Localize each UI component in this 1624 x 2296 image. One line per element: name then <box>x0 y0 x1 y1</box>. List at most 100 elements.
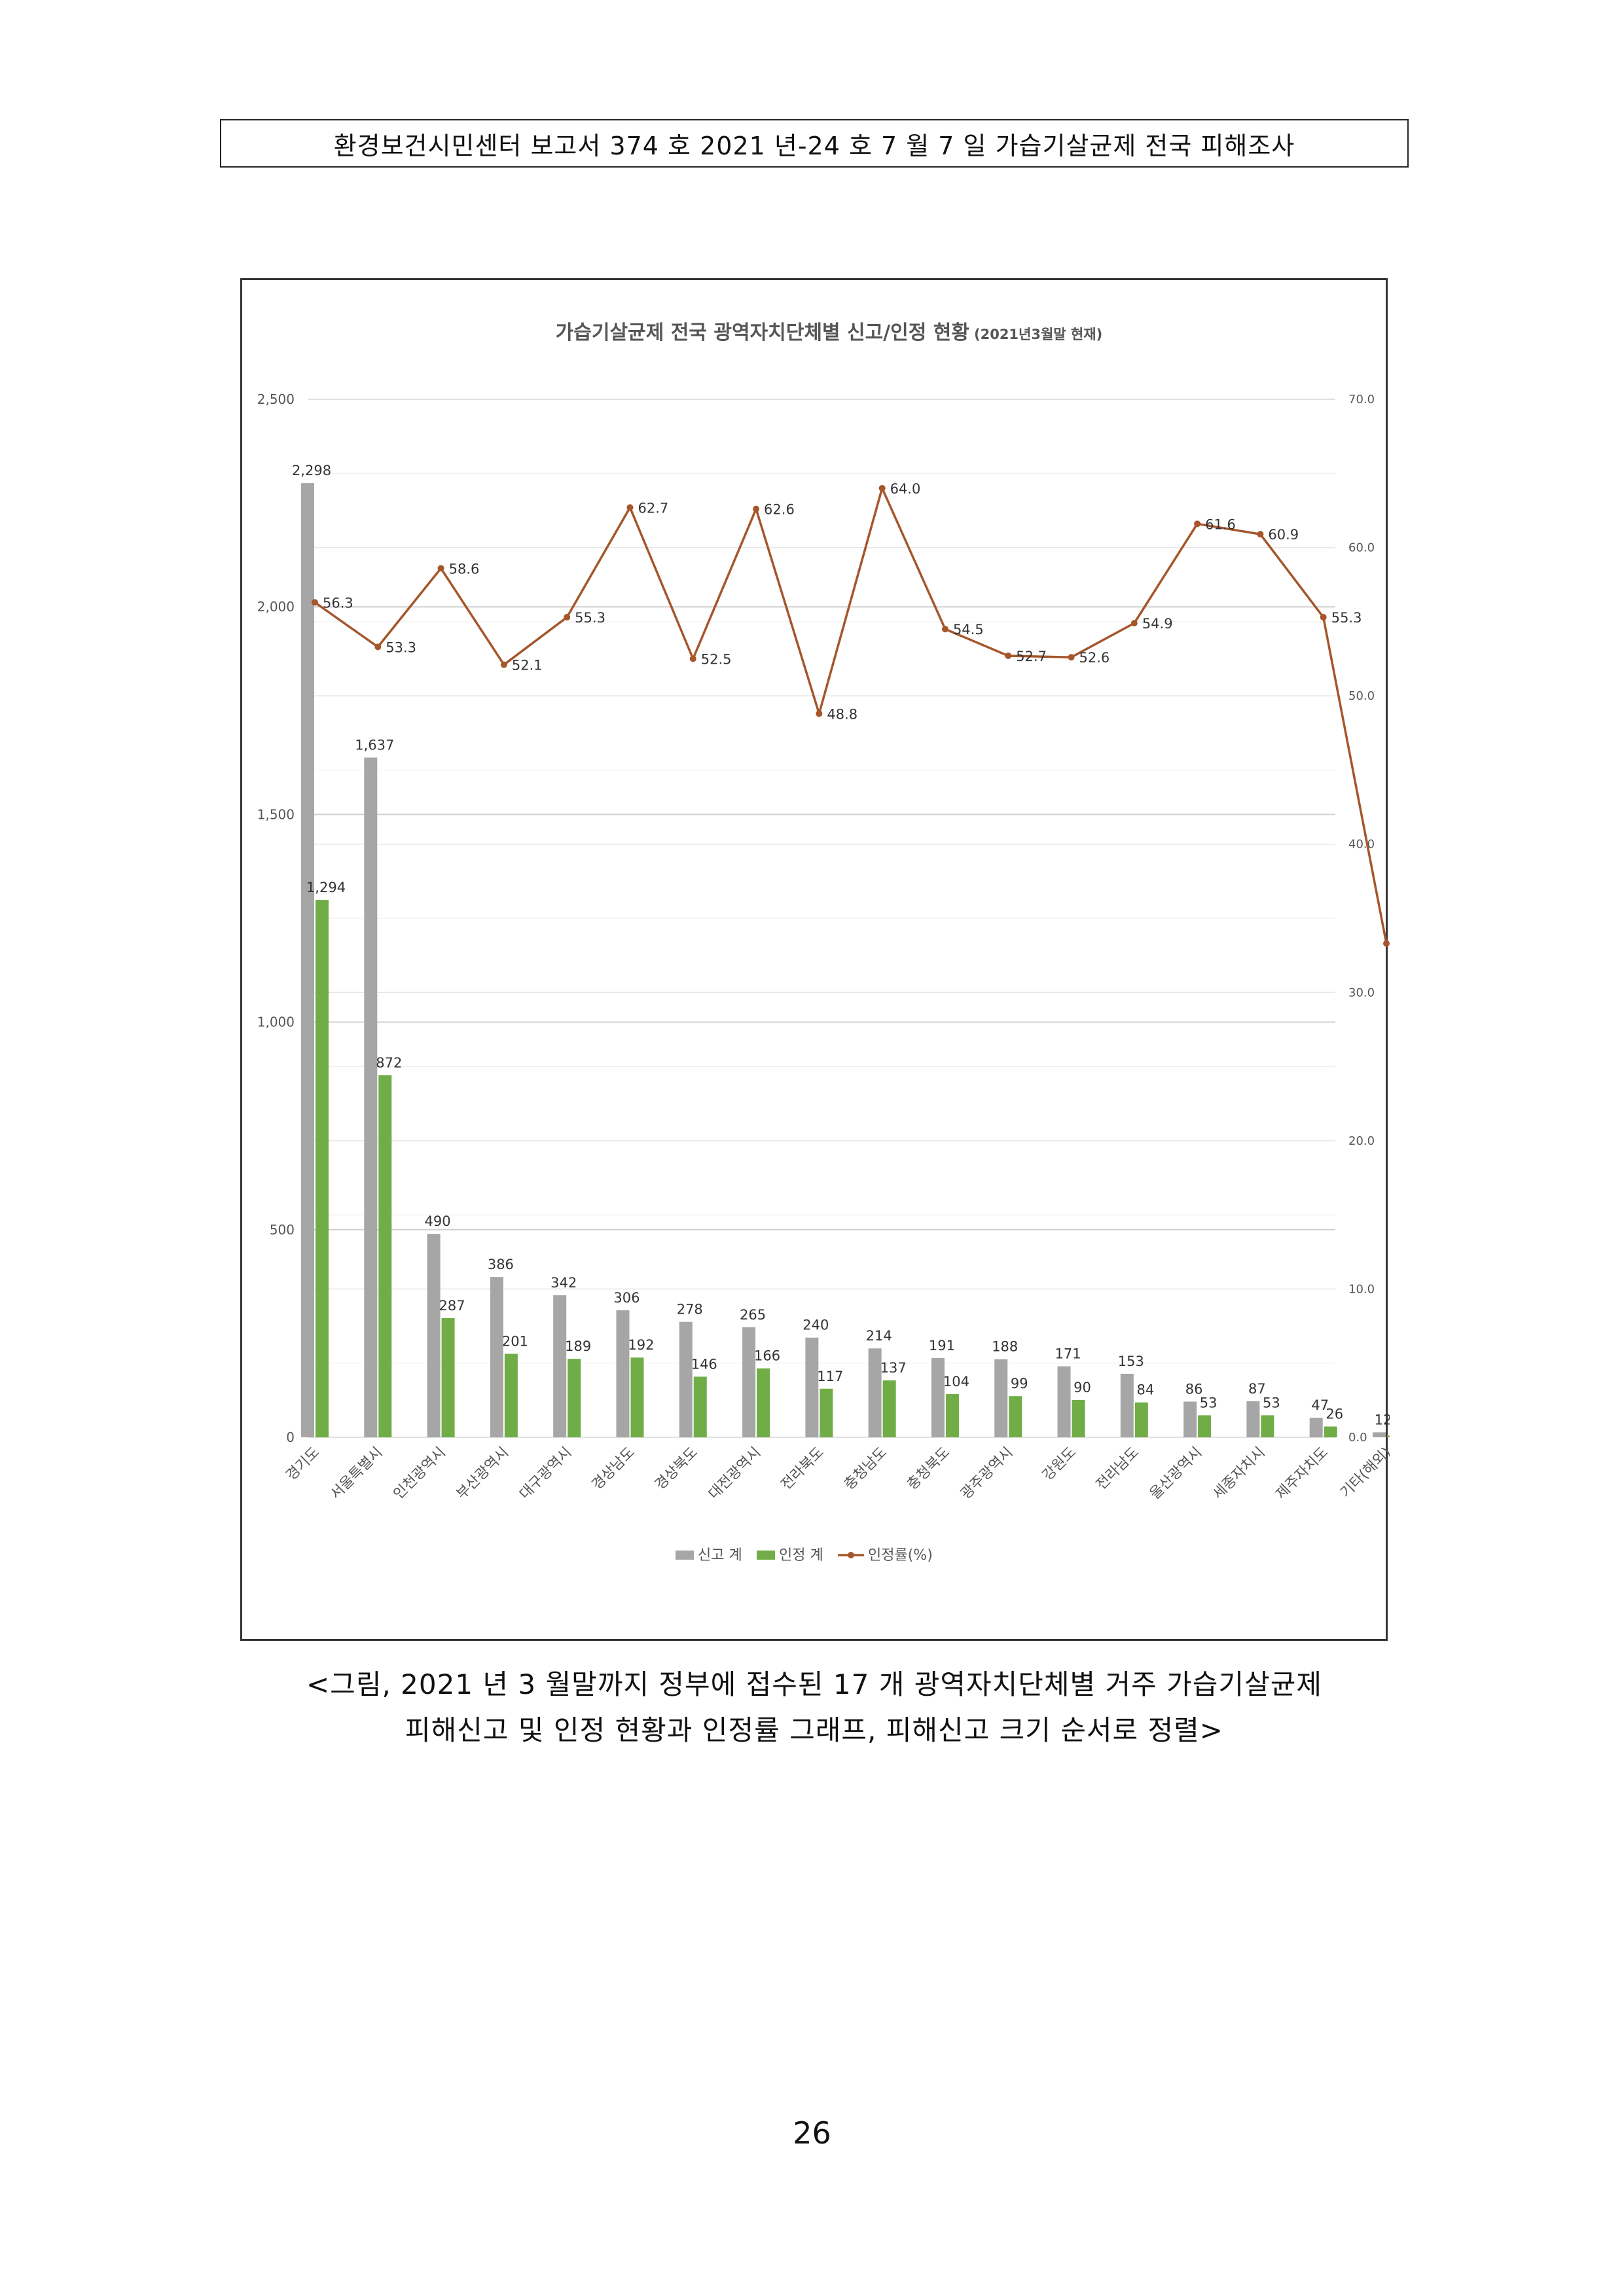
report-header: 환경보건시민센터 보고서 374 호 2021 년-24 호 7 월 7 일 가… <box>220 119 1409 168</box>
bar-report <box>553 1295 567 1437</box>
rate-point <box>1383 940 1390 947</box>
x-tick-label: 경상북도 <box>652 1444 701 1494</box>
chart-title: 가습기살균제 전국 광역자치단체별 신고/인정 현황 <box>556 321 969 344</box>
rate-label: 52.7 <box>1016 649 1047 664</box>
rate-label: 62.7 <box>638 500 668 516</box>
bar-label-certified: 84 <box>1136 1382 1154 1398</box>
y-right-tick-label: 0.0 <box>1348 1431 1367 1444</box>
y-left-tick-label: 2,500 <box>257 391 295 407</box>
bar-certified <box>1387 1435 1390 1437</box>
y-right-tick-label: 30.0 <box>1348 986 1375 999</box>
rate-point <box>753 505 760 512</box>
bar-label-report: 342 <box>550 1275 577 1291</box>
bar-report <box>301 483 314 1437</box>
bar-report <box>1120 1373 1134 1437</box>
bar-report <box>1373 1432 1386 1437</box>
bar-certified <box>1324 1426 1337 1437</box>
bar-label-report: 153 <box>1118 1354 1144 1369</box>
bar-report <box>994 1359 1008 1437</box>
bar-certified <box>504 1354 518 1437</box>
bar-label-report: 278 <box>677 1302 703 1318</box>
rate-point <box>626 504 634 511</box>
bar-certified <box>693 1376 707 1437</box>
bar-report <box>1309 1418 1323 1437</box>
bar-label-report: 87 <box>1248 1381 1266 1397</box>
x-tick-label: 울산광역시 <box>1147 1444 1205 1503</box>
bar-certified <box>882 1380 896 1437</box>
bar-report <box>616 1310 630 1437</box>
rate-point <box>1130 620 1138 627</box>
rate-point <box>312 599 318 606</box>
x-tick-label: 광주광역시 <box>958 1444 1016 1503</box>
bar-report <box>931 1357 945 1437</box>
bar-label-certified: 104 <box>943 1374 969 1390</box>
rate-label: 64.0 <box>890 481 921 497</box>
x-tick-label: 대구광역시 <box>516 1444 575 1503</box>
bar-report <box>742 1327 756 1437</box>
bar-report <box>868 1348 882 1437</box>
bar-label-report: 214 <box>866 1328 892 1344</box>
legend-label: 인정 계 <box>779 1547 823 1564</box>
bar-report <box>1246 1401 1260 1437</box>
bar-label-report: 386 <box>488 1257 514 1272</box>
bar-report <box>805 1337 819 1437</box>
x-tick-label: 서울특별시 <box>327 1444 386 1503</box>
rate-label: 60.9 <box>1268 527 1299 543</box>
bar-certified <box>1009 1396 1022 1437</box>
bar-certified <box>757 1368 770 1437</box>
legend-swatch <box>757 1551 775 1560</box>
bar-label-certified: 99 <box>1011 1376 1028 1391</box>
rate-label: 56.3 <box>323 595 353 611</box>
bar-certified <box>378 1075 392 1437</box>
rate-point <box>878 484 886 492</box>
rate-label: 61.6 <box>1205 516 1236 532</box>
bar-report <box>427 1234 441 1437</box>
x-tick-label: 제주자치도 <box>1273 1444 1331 1503</box>
rate-label: 55.3 <box>1331 610 1362 626</box>
bar-certified <box>1198 1415 1212 1437</box>
y-right-tick-label: 10.0 <box>1348 1282 1375 1296</box>
bar-label-certified: 189 <box>565 1338 591 1354</box>
bar-certified <box>630 1357 644 1437</box>
bar-report <box>364 757 378 1437</box>
legend: 신고 계 인정 계 인정률(%) <box>676 1547 933 1564</box>
x-tick-label: 전라북도 <box>778 1444 827 1494</box>
rate-point <box>941 626 948 633</box>
x-tick-label: 경상남도 <box>589 1444 638 1494</box>
bar-label-report: 171 <box>1055 1346 1081 1362</box>
rate-point <box>689 655 696 662</box>
x-tick-label: 충청북도 <box>904 1444 953 1494</box>
bar-label-report: 490 <box>425 1213 451 1229</box>
x-tick-label: 충청남도 <box>841 1444 890 1494</box>
rate-point <box>1194 520 1201 528</box>
y-left-tick-label: 2,000 <box>257 599 295 615</box>
bar-label-report: 240 <box>803 1318 829 1333</box>
bar-label-report: 191 <box>929 1338 955 1354</box>
x-tick-label: 전라남도 <box>1093 1444 1142 1494</box>
bar-label-report: 188 <box>992 1339 1018 1355</box>
bar-report <box>1183 1401 1197 1437</box>
rate-label: 52.5 <box>701 652 732 668</box>
axes: 0 500 1,000 1,500 2,000 2,500 0.0 10.0 20.0 30.0 4… <box>257 391 1390 1503</box>
bar-certified <box>316 900 329 1437</box>
legend-marker <box>848 1552 854 1558</box>
bars <box>301 483 1390 1437</box>
rate-point <box>1005 652 1012 659</box>
bar-certified <box>1261 1415 1274 1437</box>
rate-label: 54.9 <box>1142 616 1173 632</box>
legend-label: 인정률(%) <box>868 1547 933 1564</box>
y-right-tick-label: 50.0 <box>1348 689 1375 703</box>
rate-point <box>1320 614 1327 621</box>
bar-report <box>679 1321 693 1437</box>
rate-point <box>500 661 507 668</box>
bar-label-certified: 117 <box>817 1369 843 1384</box>
bar-label-report: 86 <box>1185 1381 1203 1397</box>
rate-point <box>437 565 444 572</box>
rate-point <box>816 710 823 717</box>
bar-certified <box>568 1359 581 1437</box>
rate-label: 62.6 <box>764 502 795 518</box>
rate-label: 52.6 <box>1079 650 1110 666</box>
chart-svg: 가습기살균제 전국 광역자치단체별 신고/인정 현황 (2021년3월말 현재)… <box>257 321 1390 1564</box>
x-tick-label: 대전광역시 <box>706 1444 764 1503</box>
chart-subtitle: (2021년3월말 현재) <box>974 327 1102 342</box>
